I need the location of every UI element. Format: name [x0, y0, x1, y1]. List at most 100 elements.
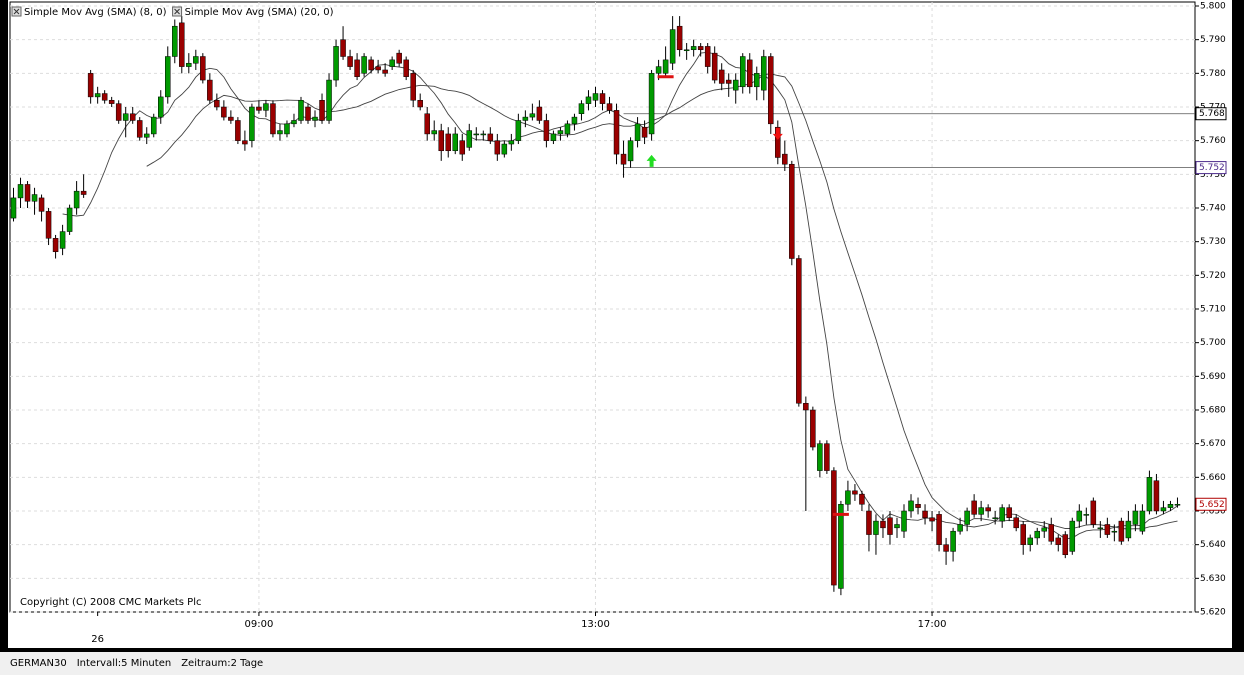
candle-body	[725, 79, 732, 84]
candle-body	[298, 100, 304, 121]
candle-body	[1027, 537, 1033, 545]
candle-body	[599, 93, 606, 104]
candle-body	[992, 517, 998, 519]
candle-body	[964, 510, 970, 525]
candle-body	[277, 130, 283, 135]
candle-body	[1048, 524, 1055, 542]
candle-body	[375, 66, 381, 71]
candle-body	[73, 190, 80, 209]
candle-body	[887, 517, 893, 535]
candle-body	[326, 79, 332, 121]
x-tick-label: 13:00	[581, 619, 610, 630]
candle-body	[831, 470, 837, 586]
level-box	[1195, 161, 1227, 175]
y-tick-label: 5.710	[1200, 305, 1226, 315]
candle-body	[985, 507, 991, 512]
last-box	[1195, 497, 1227, 511]
candle-body	[52, 238, 59, 253]
candle-body	[943, 544, 949, 552]
candle-body	[1097, 527, 1104, 530]
candle-body	[10, 197, 17, 219]
level-box	[1195, 107, 1227, 121]
candle-body	[445, 133, 451, 152]
y-tick-label: 5.630	[1200, 574, 1226, 584]
candle-body	[571, 116, 578, 125]
legend-label: Simple Mov Avg (SMA) (20, 0)	[185, 7, 334, 18]
candle-body	[165, 56, 171, 98]
candle-body	[557, 130, 564, 135]
candle-body	[291, 120, 297, 125]
copyright: Copyright (C) 2008 CMC Markets Plc	[20, 597, 201, 608]
candle-body	[999, 507, 1005, 522]
candle-body	[1139, 510, 1146, 532]
candle-body	[971, 500, 977, 515]
y-tick-label: 5.650	[1200, 507, 1226, 517]
candle-body	[228, 116, 234, 121]
candle-body	[17, 184, 24, 199]
candle-body	[235, 120, 241, 141]
candle-body	[845, 490, 851, 505]
candle-body	[340, 39, 346, 57]
candle-body	[1090, 500, 1097, 525]
candle-body	[431, 130, 437, 135]
candle-body	[859, 493, 865, 505]
candle-body	[1083, 514, 1090, 516]
candle-body	[361, 56, 367, 74]
x-tick-label: 17:00	[918, 619, 947, 630]
candle-body	[641, 126, 648, 138]
y-tick-label: 5.730	[1200, 237, 1226, 247]
candle-body	[410, 73, 416, 101]
candle-body	[221, 106, 227, 118]
candle-body	[718, 69, 725, 84]
candle-body	[59, 231, 66, 249]
candle-body	[880, 520, 886, 529]
candle-body	[564, 123, 571, 135]
y-tick-label: 5.780	[1200, 69, 1226, 79]
candle-body	[473, 133, 480, 136]
candle-body	[200, 56, 206, 81]
y-tick-label: 5.720	[1200, 271, 1226, 281]
x-tick-label: 09:00	[245, 619, 274, 630]
candle-body	[929, 517, 935, 522]
candle-body	[1062, 534, 1069, 556]
candle-body	[627, 140, 634, 162]
legend-label: Simple Mov Avg (SMA) (8, 0)	[24, 7, 167, 18]
candle-body	[1160, 507, 1167, 512]
candle-body	[704, 46, 711, 67]
sma-line	[146, 73, 1178, 530]
y-tick-label: 5.680	[1200, 406, 1226, 416]
candle-body	[424, 113, 430, 135]
y-tick-label: 5.760	[1200, 136, 1226, 146]
footer: GERMAN30 Intervall:5 Minuten Zeitraum:2 Ta…	[0, 652, 1244, 675]
candle-body	[31, 194, 38, 202]
legend-x	[174, 8, 180, 15]
candle-body	[817, 443, 823, 471]
candle-body	[697, 46, 704, 51]
candle-body	[655, 66, 662, 74]
candle-body	[592, 93, 599, 101]
candle-body	[256, 106, 262, 111]
level-label: 5.752	[1199, 163, 1225, 173]
candle-body	[101, 93, 108, 101]
y-tick-label: 5.740	[1200, 204, 1226, 214]
level-label: 5.768	[1199, 109, 1225, 119]
candle-body	[1104, 524, 1111, 535]
sell-arrow	[772, 127, 783, 140]
candle-body	[417, 100, 423, 108]
candle-body	[129, 113, 136, 121]
candle-body	[1013, 517, 1019, 529]
candle-body	[1125, 520, 1132, 539]
candle-body	[1041, 527, 1047, 532]
candle-body	[172, 25, 178, 57]
candle-body	[403, 59, 409, 77]
candle-body	[312, 116, 318, 121]
candle-body	[852, 490, 858, 495]
y-tick-label: 5.750	[1200, 170, 1226, 180]
candle-body	[613, 110, 620, 155]
candle-body	[922, 510, 928, 518]
candle-body	[1055, 537, 1062, 545]
candle-body	[739, 56, 746, 88]
candle-body	[824, 443, 830, 471]
candle-body	[270, 103, 276, 135]
candle-body	[803, 403, 809, 411]
